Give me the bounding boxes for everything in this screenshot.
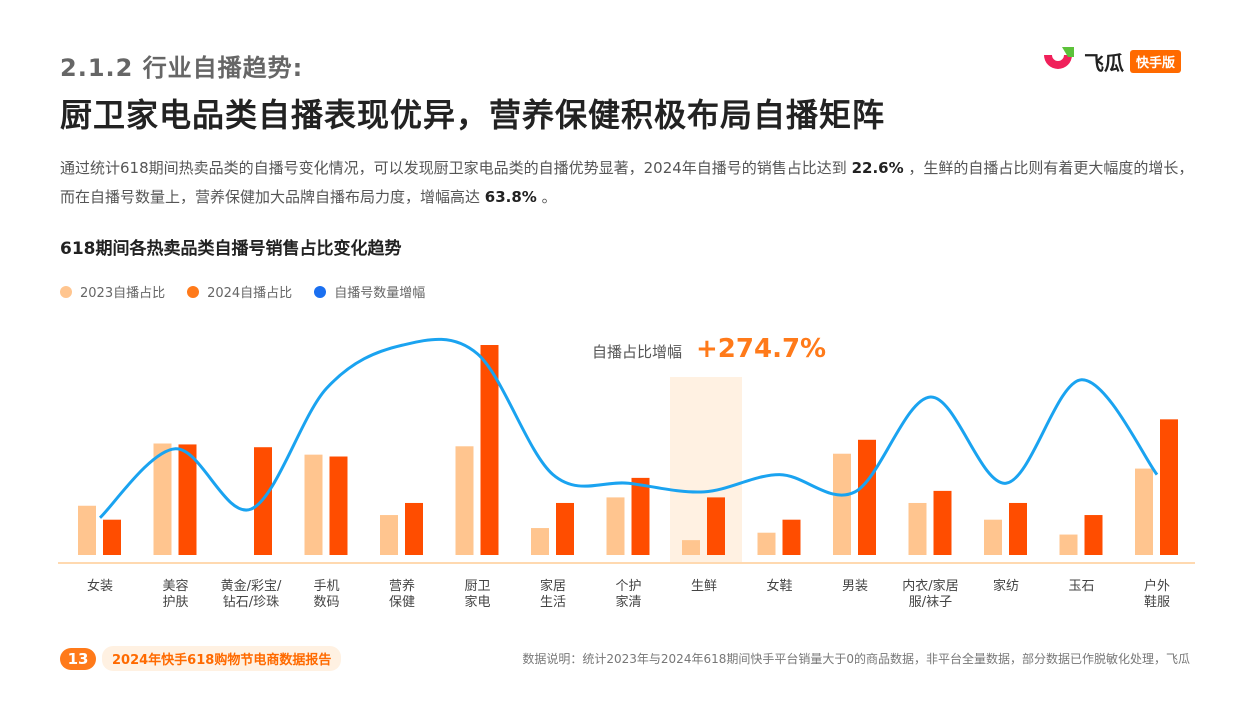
- bar-2023: [531, 528, 549, 555]
- legend-item-2023: 2023自播占比: [60, 282, 165, 301]
- bar-2023: [380, 515, 398, 555]
- x-tick-label: 户外: [1144, 578, 1170, 594]
- chart-title: 618期间各热卖品类自播号销售占比变化趋势: [60, 239, 402, 259]
- x-tick-label: 玉石: [1068, 579, 1094, 594]
- highlight-band: [670, 377, 742, 563]
- report-title: 2024年快手618购物节电商数据报告: [102, 646, 342, 671]
- bar-2023: [682, 540, 700, 555]
- intro-text-1: 通过统计618期间热卖品类的自播号变化情况，可以发现厨卫家电品类的自播优势显著，…: [60, 159, 852, 177]
- bar-2023: [304, 454, 323, 555]
- x-tick-label: 女装: [87, 578, 113, 594]
- x-tick-label: 家清: [615, 594, 641, 610]
- bar-2024: [858, 439, 876, 555]
- logo-name: 飞瓜: [1084, 50, 1124, 75]
- legend-item-2024: 2024自播占比: [187, 282, 292, 301]
- x-tick-label: 生鲜: [691, 579, 717, 594]
- callout-value: +274.7%: [696, 334, 827, 364]
- x-tick-label: 内衣/家居: [902, 578, 958, 594]
- intro-value-2: 63.8%: [484, 188, 537, 206]
- x-tick-label: 家电: [464, 594, 490, 610]
- x-tick-label: 数码: [313, 595, 339, 610]
- bar-2023: [455, 446, 474, 555]
- intro-paragraph: 通过统计618期间热卖品类的自播号变化情况，可以发现厨卫家电品类的自播优势显著，…: [60, 154, 1195, 212]
- bar-2024: [405, 502, 423, 555]
- x-tick-label: 服/袜子: [909, 595, 952, 610]
- x-tick-label: 男装: [842, 579, 868, 594]
- x-tick-label: 钻石/珍珠: [223, 595, 279, 610]
- x-tick-label: 生活: [540, 595, 566, 610]
- logo-badge: 快手版: [1130, 49, 1182, 73]
- brand-logo: 飞瓜 快手版: [1040, 44, 1182, 78]
- section-label: 2.1.2 行业自播趋势:: [60, 54, 304, 82]
- callout-label: 自播占比增幅: [592, 343, 683, 361]
- bar-2023: [1135, 468, 1153, 555]
- bar-2024: [1160, 419, 1178, 555]
- footer-report-badge: 13 2024年快手618购物节电商数据报告: [60, 646, 342, 671]
- bar-2023: [1059, 534, 1078, 555]
- bar-2023: [153, 443, 172, 555]
- x-tick-label: 黄金/彩宝/: [221, 578, 282, 594]
- bar-2023: [908, 502, 927, 555]
- legend-dot-2024: [187, 285, 200, 298]
- legend-label-growth: 自播号数量增幅: [334, 286, 426, 301]
- page-headline: 厨卫家电品类自播表现优异，营养保健积极布局自播矩阵: [60, 96, 886, 134]
- bar-2024: [480, 345, 499, 555]
- chart-legend: 2023自播占比 2024自播占比 自播号数量增幅: [60, 282, 425, 301]
- x-tick-label: 手机: [313, 579, 339, 594]
- page-number: 13: [60, 647, 96, 670]
- feigua-logo-icon: [1044, 47, 1074, 69]
- bar-2024: [933, 490, 952, 555]
- bar-2023: [606, 497, 625, 555]
- x-tick-label: 厨卫: [464, 579, 490, 594]
- bar-2024: [178, 444, 197, 555]
- legend-label-2023: 2023自播占比: [80, 286, 166, 301]
- x-tick-label: 个护: [615, 579, 641, 594]
- x-tick-label: 营养: [389, 578, 415, 594]
- x-tick-label: 家纺: [993, 578, 1019, 594]
- x-tick-label: 护肤: [162, 595, 188, 610]
- legend-label-2024: 2024自播占比: [207, 286, 293, 301]
- growth-callout: 自播占比增幅 +274.7%: [592, 334, 826, 364]
- data-footnote: 数据说明：统计2023年与2024年618期间快手平台销量大于0的商品数据，非平…: [522, 652, 1190, 666]
- bar-2024: [329, 456, 348, 555]
- x-tick-label: 家居: [540, 578, 566, 594]
- legend-dot-growth: [314, 285, 327, 298]
- x-tick-label: 鞋服: [1144, 594, 1170, 610]
- intro-value-1: 22.6%: [851, 159, 904, 177]
- x-tick-label: 美容: [162, 578, 188, 594]
- intro-text-3: 。: [536, 188, 557, 206]
- legend-item-growth: 自播号数量增幅: [314, 282, 425, 301]
- legend-dot-2023: [60, 285, 72, 298]
- bar-2024: [556, 502, 574, 555]
- bar-2023: [984, 519, 1002, 555]
- growth-line: [98, 337, 1159, 519]
- highlight-band-rect: [670, 377, 742, 563]
- bar-2023: [78, 505, 96, 555]
- bar-2024: [103, 519, 121, 555]
- x-tick-label: 女鞋: [766, 578, 792, 594]
- bar-2024: [707, 497, 725, 555]
- bar-2023: [757, 532, 776, 555]
- x-tick-label: 保健: [389, 595, 415, 610]
- intro-text-2: ，生鲜的自播占比则有着更大幅度的增长，而在自播号数量上，营养保健加大品牌自播布局…: [60, 159, 1194, 206]
- bar-2024: [782, 519, 801, 555]
- bar-2024: [1009, 502, 1027, 555]
- bar-2023: [833, 453, 851, 555]
- bar-2024: [631, 477, 650, 555]
- bar-2024: [1084, 515, 1103, 555]
